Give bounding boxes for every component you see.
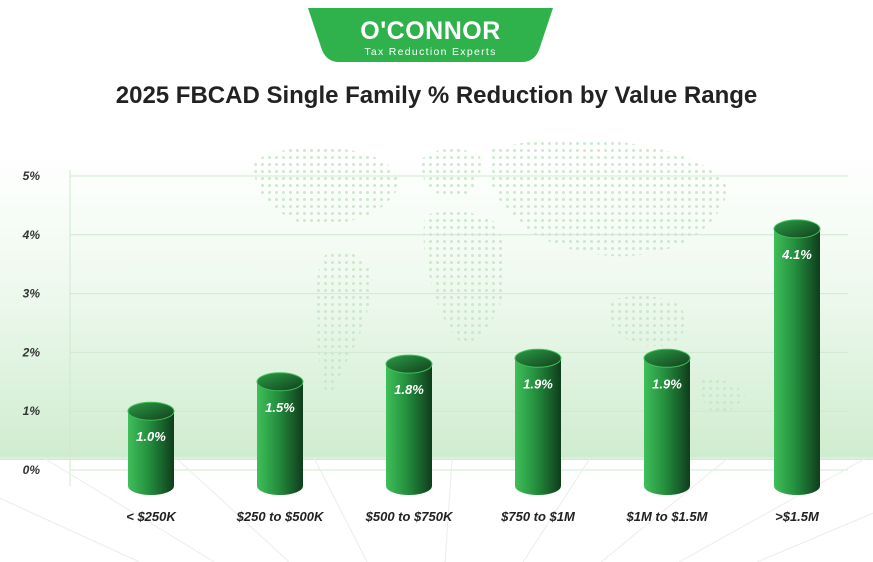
bar-top [256,372,304,392]
bar-body [386,364,432,495]
bar-body [774,228,820,496]
bar-5: 1.9% [643,348,691,495]
x-tick-label: $1M to $1.5M [626,509,709,524]
map-landmass [423,211,507,345]
y-tick-label: 5% [23,169,41,183]
brand-logo: O'CONNOR Tax Reduction Experts [308,8,553,62]
chart-title: 2025 FBCAD Single Family % Reduction by … [115,82,758,109]
bar-top [514,348,562,368]
map-landmass [607,296,686,347]
map-landmass [699,379,745,413]
data-label: 1.0% [136,429,166,444]
map-landmass [315,251,371,400]
x-tick-label: $500 to $750K [365,509,454,524]
map-landmass [490,138,730,257]
bar-6: 4.1% [773,219,821,496]
world-map-background [254,138,745,413]
data-label: 1.8% [394,382,424,397]
bar-top [127,401,175,421]
bar-body [257,381,303,495]
bar-body [515,358,561,495]
y-tick-label: 4% [22,228,41,242]
y-tick-label: 2% [22,345,41,359]
y-tick-label: 3% [23,287,41,301]
bar-top [773,219,821,239]
bar-top [385,354,433,374]
logo-banner-shape [308,8,553,62]
brand-tagline: Tax Reduction Experts [364,46,497,58]
data-label: 4.1% [781,247,812,262]
gridlines [70,175,848,471]
bar-top [643,348,691,368]
y-tick-label: 0% [23,463,41,477]
bar-body [128,411,174,495]
x-tick-label: $250 to $500K [236,509,325,524]
bar-4: 1.9% [514,348,562,495]
data-label: 1.9% [652,376,682,391]
x-tick-label: >$1.5M [775,509,820,524]
bar-body [644,358,690,495]
x-tick-label: $750 to $1M [500,509,576,524]
map-landmass [254,146,400,226]
data-label: 1.9% [523,376,553,391]
data-label: 1.5% [265,400,295,415]
y-tick-label: 1% [23,404,41,418]
x-tick-label: < $250K [126,509,177,524]
bar-1: 1.0% [127,401,175,495]
bar-3: 1.8% [385,354,433,495]
map-landmass [420,148,481,197]
bar-2: 1.5% [256,372,304,495]
brand-name: O'CONNOR [360,17,501,45]
